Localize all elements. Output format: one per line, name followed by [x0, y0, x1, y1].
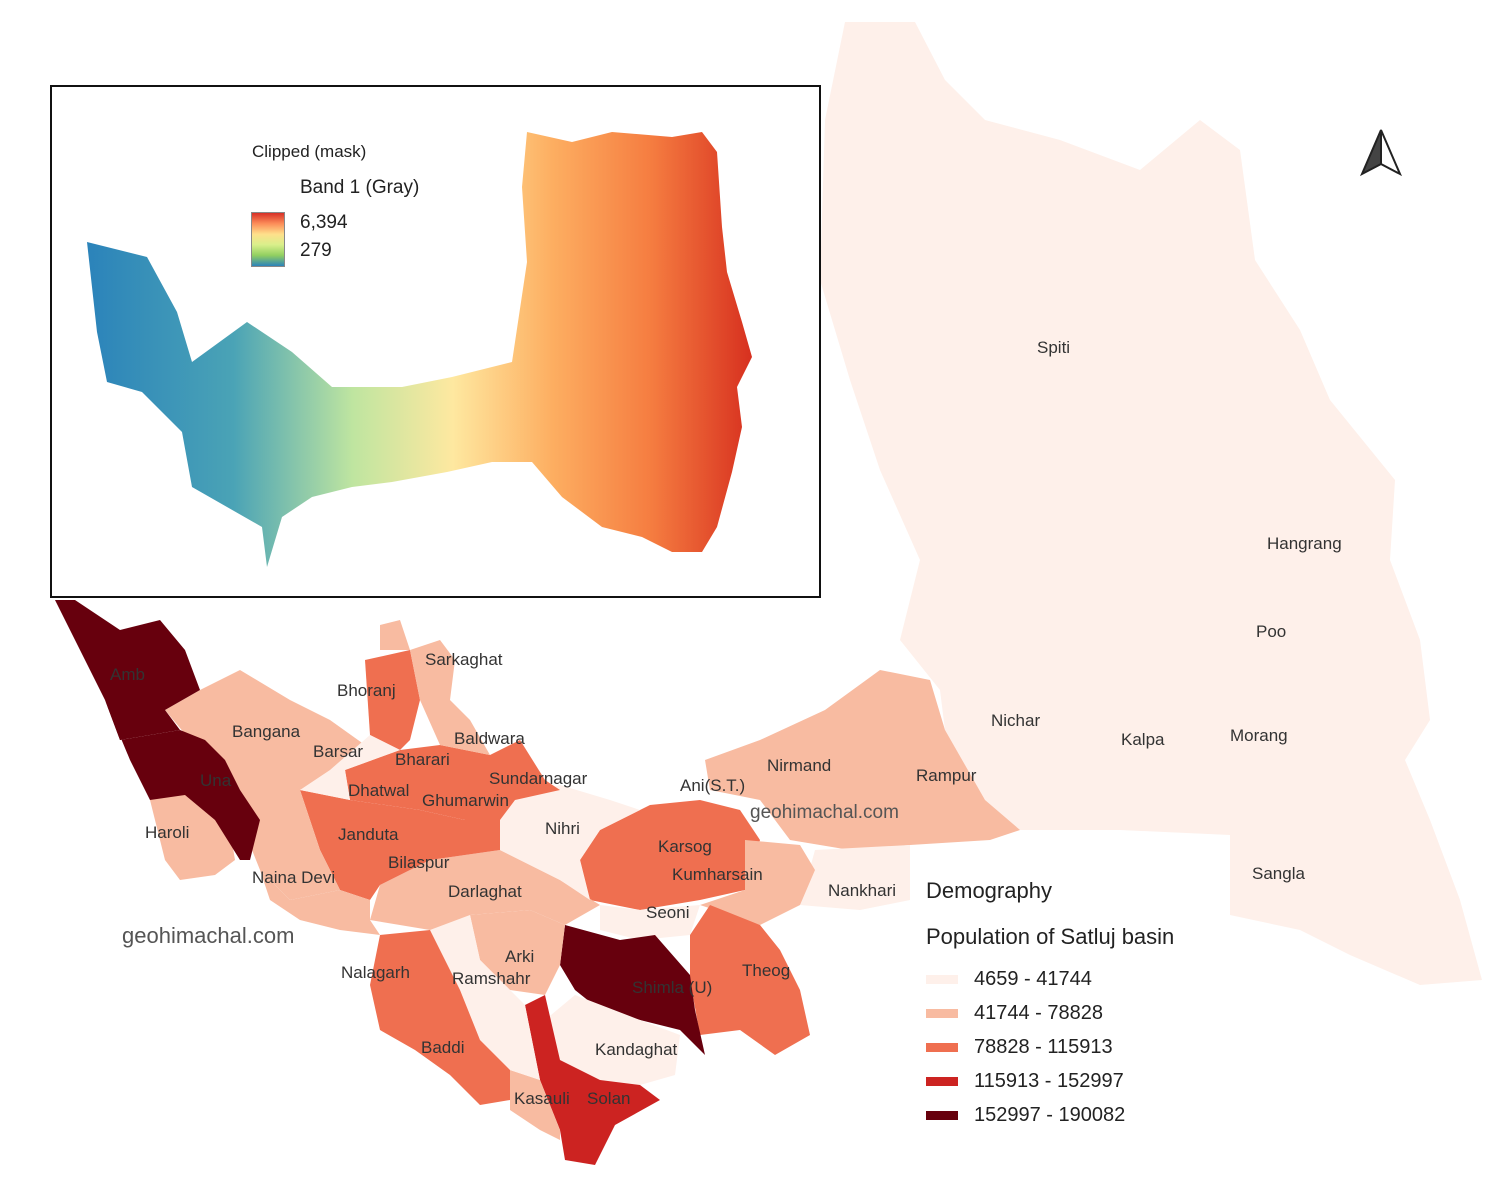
- district-una[interactable]: [105, 700, 260, 860]
- district-kumharsain[interactable]: [700, 840, 815, 925]
- district-ghumarwin[interactable]: [345, 740, 560, 820]
- district-theog[interactable]: [690, 905, 810, 1055]
- district-label: Karsog: [658, 837, 712, 856]
- district-label: Baldwara: [454, 729, 525, 748]
- district-label: Nirmand: [767, 756, 831, 775]
- district-label: Nankhari: [828, 881, 896, 900]
- legend-row: 41744 - 78828: [926, 996, 1326, 1030]
- district-label: Bangana: [232, 722, 301, 741]
- district-label: Darlaghat: [448, 882, 522, 901]
- legend-row: 4659 - 41744: [926, 962, 1326, 996]
- district-rampur[interactable]: [705, 670, 1020, 850]
- district-label: Shimla (U): [632, 978, 712, 997]
- district-label: Seoni: [646, 903, 689, 922]
- district-darlaghat[interactable]: [370, 850, 600, 930]
- inset-dem-map: Clipped (mask) Band 1 (Gray) 6,394 279: [50, 85, 821, 598]
- district-label: Sangla: [1252, 864, 1305, 883]
- district-label: Nalagarh: [341, 963, 410, 982]
- district-naina-devi[interactable]: [260, 870, 380, 935]
- district-label: Rampur: [916, 766, 977, 785]
- dem-basin-shape: [87, 132, 752, 567]
- district-spiti[interactable]: [820, 22, 1482, 985]
- district-bhoranj[interactable]: [365, 650, 420, 750]
- legend-label: 41744 - 78828: [974, 1001, 1104, 1024]
- district-solan[interactable]: [525, 995, 660, 1165]
- district-label: Bilaspur: [388, 853, 450, 872]
- district-label: Barsar: [313, 742, 363, 761]
- district-label: Haroli: [145, 823, 189, 842]
- legend-swatch: [926, 1076, 958, 1086]
- district-label: Baddi: [421, 1038, 464, 1057]
- district-label: Spiti: [1037, 338, 1070, 357]
- legend-swatch: [926, 1042, 958, 1052]
- district-sarkaghat[interactable]: [380, 620, 490, 755]
- district-label: Una: [200, 771, 232, 790]
- legend-label: 4659 - 41744: [974, 967, 1092, 990]
- district-seoni[interactable]: [600, 905, 700, 940]
- district-label: Solan: [587, 1089, 630, 1108]
- inset-title: Clipped (mask): [252, 142, 367, 161]
- legend: Demography Population of Satluj basin 46…: [926, 878, 1326, 1132]
- district-label: Ghumarwin: [422, 791, 509, 810]
- district-label: Janduta: [338, 825, 399, 844]
- district-shimla[interactable]: [560, 925, 705, 1055]
- inset-band-label: Band 1 (Gray): [300, 177, 420, 198]
- district-ramshahr[interactable]: [430, 915, 540, 1080]
- legend-subtitle: Population of Satluj basin: [926, 924, 1175, 949]
- watermark-text: geohimachal.com: [122, 923, 294, 948]
- elevation-min: 279: [300, 240, 332, 261]
- district-label: Theog: [742, 961, 790, 980]
- district-label: Sundarnagar: [489, 769, 588, 788]
- district-label: Nichar: [991, 711, 1040, 730]
- district-bilaspur[interactable]: [300, 790, 500, 900]
- district-kasauli[interactable]: [510, 1070, 560, 1140]
- district-nalagarh[interactable]: [370, 930, 510, 1105]
- legend-swatch: [926, 974, 958, 984]
- legend-swatch: [926, 1110, 958, 1120]
- district-label: Kandaghat: [595, 1040, 678, 1059]
- district-nankhari[interactable]: [800, 845, 910, 910]
- district-label: Dhatwal: [348, 781, 409, 800]
- legend-row: 152997 - 190082: [926, 1098, 1326, 1132]
- elevation-ramp: [251, 212, 285, 267]
- district-label: Bharari: [395, 750, 450, 769]
- district-label: Naina Devi: [252, 868, 335, 887]
- district-nihri[interactable]: [500, 785, 640, 900]
- district-label: Kalpa: [1121, 730, 1165, 749]
- district-label: Bhoranj: [337, 681, 396, 700]
- legend-label: 78828 - 115913: [974, 1035, 1113, 1058]
- district-label: Sarkaghat: [425, 650, 503, 669]
- district-label: Nihri: [545, 819, 580, 838]
- legend-row: 78828 - 115913: [926, 1030, 1326, 1064]
- district-label: Kasauli: [514, 1089, 570, 1108]
- district-label: Ani(S.T.): [680, 776, 745, 795]
- district-bangana[interactable]: [165, 670, 365, 900]
- district-label: Poo: [1256, 622, 1286, 641]
- dem-raster: [87, 132, 752, 567]
- district-label: Amb: [110, 665, 145, 684]
- north-arrow-icon: [1360, 129, 1402, 177]
- district-labels: Amb Una Bangana Haroli Sarkaghat Bhoranj Barsa…: [110, 338, 1342, 1108]
- district-karsog[interactable]: [580, 800, 760, 910]
- district-dhatwal[interactable]: [300, 735, 400, 800]
- legend-row: 115913 - 152997: [926, 1064, 1326, 1098]
- legend-label: 152997 - 190082: [974, 1103, 1126, 1126]
- district-label: Kumharsain: [672, 865, 763, 884]
- elevation-max: 6,394: [300, 212, 348, 233]
- legend-swatch: [926, 1008, 958, 1018]
- district-kandaghat[interactable]: [545, 995, 680, 1085]
- legend-label: 115913 - 152997: [974, 1069, 1124, 1092]
- watermark-text: geohimachal.com: [750, 802, 899, 823]
- district-label: Arki: [505, 947, 534, 966]
- district-label: Hangrang: [1267, 534, 1342, 553]
- district-label: Morang: [1230, 726, 1288, 745]
- district-amb[interactable]: [55, 600, 200, 740]
- legend-title: Demography: [926, 878, 1052, 903]
- district-label: Ramshahr: [452, 969, 531, 988]
